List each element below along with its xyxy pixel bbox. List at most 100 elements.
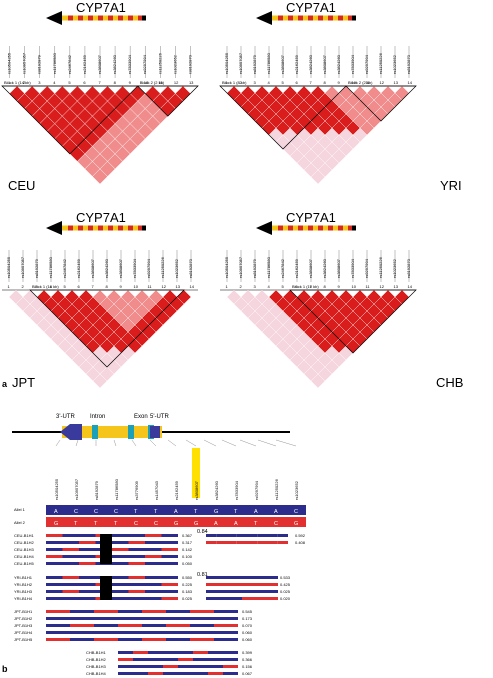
- yri-b1-segment: [79, 576, 96, 579]
- jpt-gene-exon: [78, 225, 83, 231]
- CEU-snp-index: 2: [23, 80, 26, 85]
- jpt-b1-segment: [118, 610, 142, 613]
- allele1-base: C: [294, 509, 298, 515]
- CEU-snp-label: rs2467842: [67, 54, 72, 74]
- snp-label: rs1457043: [154, 480, 159, 500]
- chb-b1-segment: [208, 651, 223, 654]
- CEU-snp-label: rs8192870: [187, 54, 192, 74]
- chb-gene-label: CYP7A1: [286, 210, 336, 225]
- yri-b2-freq: 0.020: [280, 596, 291, 601]
- CEU-snp-label: rs3824260: [112, 54, 117, 74]
- jpt-b1-freq: 0.545: [242, 609, 253, 614]
- YRI-snp-label: rs9297994: [364, 54, 369, 74]
- allele2-base: C: [154, 521, 158, 527]
- allele2-base: T: [94, 521, 98, 527]
- allele1-base: C: [114, 509, 118, 515]
- allele1-base: T: [154, 509, 158, 515]
- chb-b1-segment: [208, 658, 223, 661]
- ceu-b1-freq: 0.317: [182, 540, 193, 545]
- CHB-snp-label: rs2162459: [294, 258, 299, 278]
- yri-b2-segment: [206, 597, 215, 600]
- highlight-snp: [192, 448, 200, 498]
- ceu-b2-segment: [257, 534, 268, 537]
- yri-b2-freq: 0.533: [280, 575, 291, 580]
- yri-gene-exon: [338, 15, 343, 21]
- chb-b1-segment: [148, 672, 163, 675]
- yri-b1-segment: [112, 576, 129, 579]
- YRI-block-label: Block 2 (2 kb): [348, 80, 373, 85]
- yri-gene-exon: [348, 15, 353, 21]
- YRI-snp-label: rs3824260: [336, 54, 341, 74]
- CHB-snp-label: rs8192870: [406, 258, 411, 278]
- allele1-base: A: [254, 509, 258, 515]
- CEU-snp-label: rs10504255: [7, 52, 12, 74]
- ceu-b1-segment: [62, 534, 79, 537]
- CEU-snp-index: 4: [53, 80, 56, 85]
- allele2-row: [46, 517, 306, 527]
- ceu-b1-freq: 0.100: [182, 554, 193, 559]
- ceu-b2-segment: [247, 541, 258, 544]
- jpt-b1-label: JPT-B1H3: [14, 623, 33, 628]
- snp-label: rs11786580: [114, 478, 119, 500]
- JPT-snp-index: 8: [106, 284, 109, 289]
- jpt-b1-segment: [94, 617, 118, 620]
- ceu-b1-freq: 0.367: [182, 533, 193, 538]
- gene-body: [62, 426, 162, 438]
- ceu-gene-exon: [68, 15, 73, 21]
- CHB-snp-label: rs1023652: [392, 258, 397, 278]
- snp-label: rs3808607: [194, 480, 199, 500]
- jpt-b1-segment: [46, 624, 70, 627]
- allele1-base: C: [74, 509, 78, 515]
- CHB-snp-index: 4: [268, 284, 271, 289]
- ceu-b2-segment: [267, 541, 278, 544]
- jpt-gene-exon: [68, 225, 73, 231]
- chb-gene-exon: [288, 225, 293, 231]
- snp-connector: [75, 439, 79, 447]
- jpt-b1-segment: [142, 638, 166, 641]
- yri-b1-segment: [46, 590, 63, 593]
- ceu-b1-segment: [128, 541, 145, 544]
- yri-b2-segment: [224, 583, 233, 586]
- allele2-base: A: [214, 521, 218, 527]
- yri-gene-exon: [278, 15, 283, 21]
- JPT-snp-label: rs7833904: [132, 258, 137, 278]
- panel-b: 3'-UTR Intron Exon 5'-UTR rs10504255 rs109570…: [12, 414, 306, 676]
- ceu-b1-segment: [79, 548, 96, 551]
- CHB-snp-label: rs7833904: [350, 258, 355, 278]
- CEU-snp-index: 5: [68, 80, 71, 85]
- allele2-base: C: [274, 521, 278, 527]
- snp-label: rs1023652: [294, 480, 299, 500]
- CHB-snp-label: rs11786580: [266, 256, 271, 278]
- ceu-b2-freq: 0.592: [295, 533, 306, 538]
- yri-b1-segment: [46, 583, 63, 586]
- ceu-b1-segment: [46, 541, 63, 544]
- YRI-snp-label: rs2162459: [294, 54, 299, 74]
- CHB-snp-label: rs3808607: [336, 258, 341, 278]
- CHB-snp-label: rs11250226: [378, 256, 383, 278]
- YRI-snp-label: rs8192879: [252, 54, 257, 74]
- ceu-b1-segment: [112, 534, 129, 537]
- ceu-b1-segment: [62, 541, 79, 544]
- JPT-snp-label: rs1023652: [174, 258, 179, 278]
- snp-label: rs11250226: [274, 478, 279, 500]
- YRI-snp-label: rs3824260: [308, 54, 313, 74]
- YRI-block-outline: [219, 85, 347, 150]
- jpt-b1-segment: [214, 610, 238, 613]
- JPT-snp-label: rs10504255: [6, 256, 11, 278]
- snp-connector: [203, 439, 217, 447]
- jpt-b1-segment: [46, 631, 70, 634]
- YRI-snp-index: 4: [268, 80, 271, 85]
- JPT-snp-index: 9: [120, 284, 123, 289]
- CHB-snp-index: 9: [338, 284, 341, 289]
- yri-gene-arrowhead: [256, 11, 272, 25]
- ceu-b1-segment: [62, 562, 79, 565]
- allele1-base: A: [54, 509, 58, 515]
- ceu-gene-exon: [108, 15, 113, 21]
- ceu-gene-exon: [118, 15, 123, 21]
- jpt-gene-gene-bar: [62, 225, 146, 231]
- yri-b2-segment: [206, 590, 215, 593]
- CHB-snp-index: 11: [366, 284, 371, 289]
- ceu-b1-segment: [79, 534, 96, 537]
- snp-connector: [239, 439, 257, 447]
- yri-b1-segment: [161, 576, 178, 579]
